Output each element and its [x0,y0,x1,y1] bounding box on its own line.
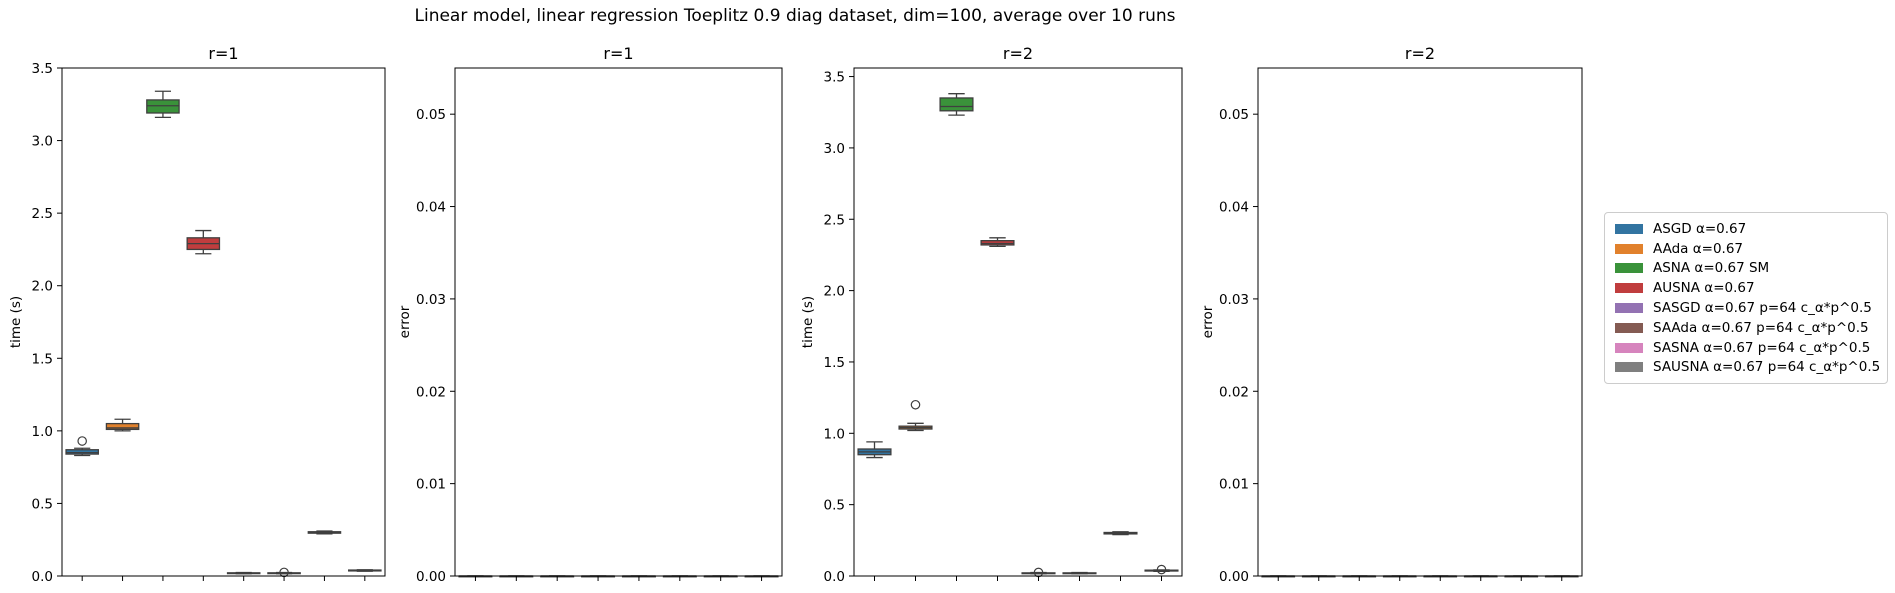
legend-item: SASNA α=0.67 p=64 c_α*p^0.5 [1615,338,1887,358]
legend-label: SAAda α=0.67 p=64 c_α*p^0.5 [1653,319,1869,336]
panel-title: r=2 [1405,44,1435,63]
y-tick-label: 0.01 [416,477,446,493]
y-tick-label: 1.5 [32,351,53,367]
y-tick-label: 2.5 [32,206,53,222]
legend-label: ASGD α=0.67 [1653,220,1747,237]
y-tick-label: 3.0 [32,134,53,150]
legend-swatch [1615,243,1643,254]
y-tick-label: 0.04 [1219,200,1249,216]
y-tick-label: 0.01 [1219,477,1249,493]
axes-frame [454,67,783,577]
axes-panel-3: 0.0 0.5 1.0 1.5 2.0 2.5 3.0 3.5 r=2 time (s) [800,44,1183,585]
box-3 [146,99,180,114]
axes-panel-2: 0.00 0.01 0.02 0.03 0.04 0.05 r=1 error [397,44,783,585]
y-tick-label: 0.00 [416,569,446,585]
y-tick-label: 0.04 [416,200,446,216]
y-tick-label: 2.5 [824,212,845,228]
y-tick-label: 0.05 [1219,107,1249,123]
y-tick-label: 0.5 [824,498,845,514]
y-tick-label: 0.5 [32,496,53,512]
axes-frame [853,67,1183,577]
legend-swatch [1615,303,1643,314]
y-tick-label: 0.0 [32,569,53,585]
panel-title: r=1 [208,44,238,63]
legend-swatch [1615,263,1643,274]
y-tick-label: 1.0 [32,424,53,440]
y-tick-label: 3.0 [824,141,845,157]
y-tick-label: 3.5 [824,70,845,86]
outlier-point [1156,564,1167,575]
y-tick-label: 0.03 [1219,292,1249,308]
legend-item: SAUSNA α=0.67 p=64 c_α*p^0.5 [1615,358,1887,378]
y-tick-label: 1.0 [824,426,845,442]
box-3 [939,97,974,112]
legend-swatch [1615,322,1643,333]
outlier-point [910,399,921,410]
axes-panel-4: 0.00 0.01 0.02 0.03 0.04 0.05 r=2 error [1200,44,1583,585]
legend-item: SASGD α=0.67 p=64 c_α*p^0.5 [1615,298,1887,318]
y-tick-label: 1.5 [824,355,845,371]
y-tick-label: 0.0 [824,569,845,585]
box-2 [105,422,140,431]
y-tick-label: 0.00 [1219,569,1249,585]
y-axis-label: error [1200,305,1216,338]
y-tick-label: 0.05 [416,107,446,123]
legend-label: SASNA α=0.67 p=64 c_α*p^0.5 [1653,339,1871,356]
legend-item: ASNA α=0.67 SM [1615,259,1887,279]
axes-frame [61,67,386,577]
legend-label: ASNA α=0.67 SM [1653,260,1770,277]
figure-title: Linear model, linear regression Toeplitz… [414,6,1176,26]
legend-label: AAda α=0.67 [1653,240,1744,257]
legend-label: SAUSNA α=0.67 p=64 c_α*p^0.5 [1653,359,1881,376]
legend-swatch [1615,223,1643,234]
y-tick-label: 0.02 [1219,384,1249,400]
legend-swatch [1615,283,1643,294]
legend-swatch [1615,342,1643,353]
axes-panel-1: 0.0 0.5 1.0 1.5 2.0 2.5 3.0 3.5 r=1 time (s) [8,44,386,585]
panel-title: r=2 [1003,44,1033,63]
y-tick-label: 2.0 [32,279,53,295]
box-4 [980,240,1015,246]
y-tick-label: 0.02 [416,384,446,400]
legend-item: ASGD α=0.67 [1615,219,1887,239]
outlier-point [77,436,87,446]
legend-label: AUSNA α=0.67 [1653,280,1755,297]
axes-frame [1257,67,1583,577]
y-tick-label: 0.03 [416,292,446,308]
legend-item: AUSNA α=0.67 [1615,278,1887,298]
legend-label: SASGD α=0.67 p=64 c_α*p^0.5 [1653,300,1872,317]
y-tick-label: 2.0 [824,284,845,300]
panel-title: r=1 [603,44,633,63]
legend-item: AAda α=0.67 [1615,239,1887,259]
legend: ASGD α=0.67 AAda α=0.67 ASNA α=0.67 SM AUSN… [1604,212,1888,384]
legend-swatch [1615,362,1643,373]
legend-item: SAAda α=0.67 p=64 c_α*p^0.5 [1615,318,1887,338]
y-tick-label: 3.5 [32,61,53,77]
y-axis-label: time (s) [8,296,24,348]
box-1 [65,449,99,455]
y-axis-label: time (s) [800,296,816,348]
y-axis-label: error [397,305,413,338]
